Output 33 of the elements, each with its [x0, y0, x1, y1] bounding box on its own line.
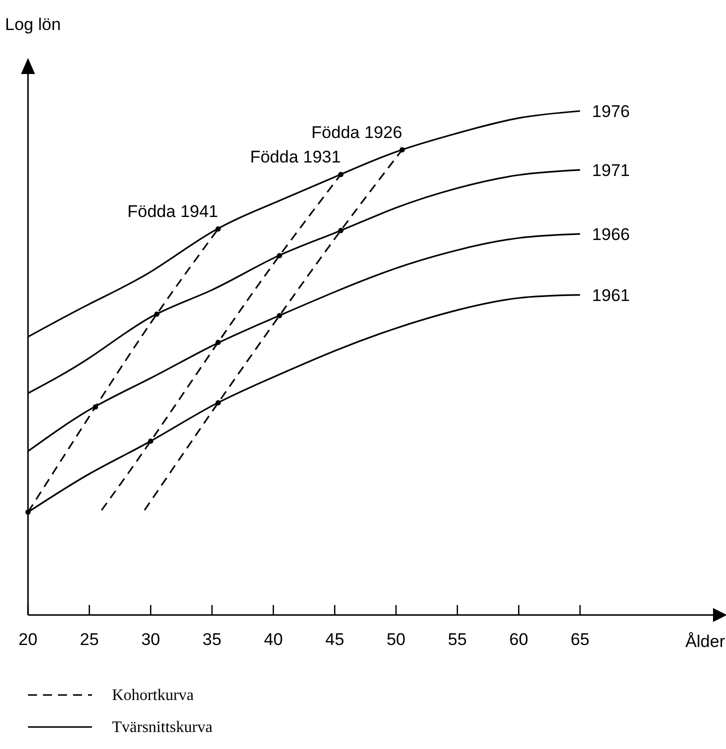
x-tick-label: 65 [570, 630, 590, 649]
point [338, 228, 344, 234]
text: Tvärsnittskurva [112, 719, 212, 736]
x-tick-label: 60 [509, 630, 528, 649]
point [216, 340, 221, 345]
point [154, 311, 160, 317]
series-label: 1976 [592, 102, 630, 121]
series-label: 1961 [592, 286, 630, 305]
x-axis-title: Ålder [685, 632, 726, 651]
point [216, 400, 221, 406]
point [25, 510, 31, 515]
x-tick-label: 55 [448, 630, 467, 649]
point [276, 312, 282, 318]
x-tick-label: 35 [202, 630, 222, 649]
x-tick-label: 50 [386, 630, 406, 649]
x-tick-label: 40 [264, 630, 283, 649]
series-label: 1971 [592, 160, 630, 180]
series-label: Födda 1941 [127, 202, 218, 221]
series-label: 1966 [592, 224, 630, 244]
point [216, 226, 221, 232]
x-tick-label: 25 [80, 630, 99, 649]
y-axis-title: Log lön [5, 15, 61, 34]
point [92, 404, 98, 410]
x-tick-label: 45 [325, 630, 344, 649]
text: Kohortkurva [112, 687, 194, 704]
point [338, 172, 344, 178]
point [276, 253, 282, 258]
point [148, 438, 154, 444]
x-tick-label: 30 [141, 630, 160, 649]
series-label: Födda 1931 [250, 148, 341, 167]
x-tick-label: 20 [18, 630, 38, 649]
point [400, 147, 405, 152]
series-label: Födda 1926 [311, 122, 402, 142]
